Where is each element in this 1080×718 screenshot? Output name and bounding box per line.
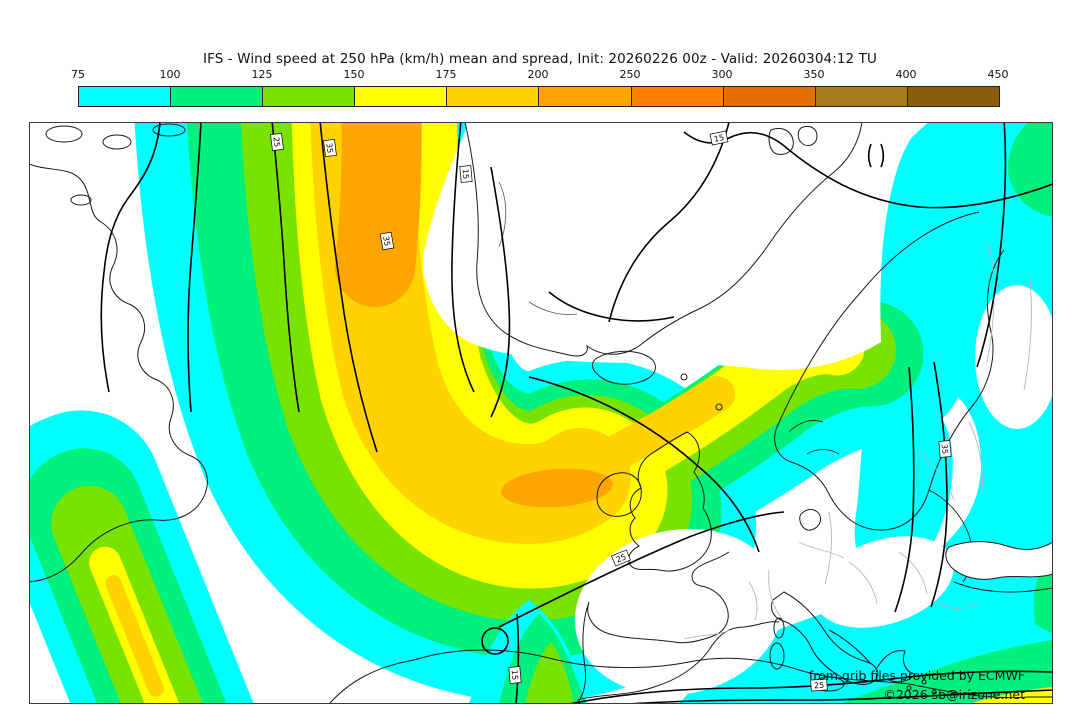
colorbar-segment-100: [171, 87, 264, 106]
attribution-line2: ©2026 sb@irizone.net: [883, 687, 1025, 702]
svg-text:35: 35: [324, 142, 334, 153]
svg-text:35: 35: [940, 444, 950, 455]
contour-label-15: 15: [459, 165, 473, 183]
map-border: [29, 122, 1053, 704]
colorbar-segment-400: [907, 87, 999, 106]
colorbar-tick-100: 100: [159, 68, 181, 81]
colorbar-tick-150: 150: [343, 68, 365, 81]
svg-text:15: 15: [510, 670, 520, 681]
country-borders: [683, 241, 1032, 640]
svg-text:35: 35: [381, 235, 392, 247]
colorbar-tick-300: 300: [711, 68, 733, 81]
contour-label-35: 35: [379, 231, 395, 251]
svg-text:15: 15: [461, 169, 471, 180]
colorbar-tick-175: 175: [435, 68, 457, 81]
contour-label-15: 15: [709, 130, 729, 146]
colorbar-tick-125: 125: [251, 68, 273, 81]
colorbar-segment-250: [631, 87, 724, 106]
colorbar-segment-175: [447, 87, 540, 106]
colorbar-segment-200: [539, 87, 632, 106]
contour-labels: 25 35 35 15 15 35 25 25 15: [270, 130, 952, 692]
colorbar-segment-150: [355, 87, 448, 106]
contour-label-35: 35: [938, 440, 952, 458]
svg-text:15: 15: [713, 133, 725, 144]
colorbar-tick-450: 450: [987, 68, 1009, 81]
wind-speed-colorbar: [78, 86, 1000, 107]
colorbar-tick-250: 250: [619, 68, 641, 81]
svg-text:25: 25: [615, 552, 628, 564]
contour-label-25: 25: [270, 132, 284, 152]
contour-lines: [100, 119, 1054, 705]
page-title: IFS - Wind speed at 250 hPa (km/h) mean …: [203, 51, 877, 67]
colorbar-tick-75: 75: [71, 68, 85, 81]
colorbar-tick-350: 350: [803, 68, 825, 81]
contour-label-15: 15: [508, 666, 522, 684]
colorbar-segment-350: [815, 87, 908, 106]
svg-text:25: 25: [271, 136, 281, 147]
coastlines: [28, 121, 1054, 705]
attribution-line1: from grib files provided by ECMWF: [809, 668, 1025, 683]
colorbar-tick-200: 200: [527, 68, 549, 81]
svg-text:25: 25: [814, 681, 825, 691]
colorbar-tick-400: 400: [895, 68, 917, 81]
colorbar-segment-125: [263, 87, 356, 106]
contour-label-25: 25: [611, 549, 631, 567]
colorbar-segment-75: [79, 87, 172, 106]
colorbar-segment-300: [723, 87, 816, 106]
contour-label-35: 35: [323, 138, 337, 158]
contour-label-25: 25: [810, 678, 828, 692]
